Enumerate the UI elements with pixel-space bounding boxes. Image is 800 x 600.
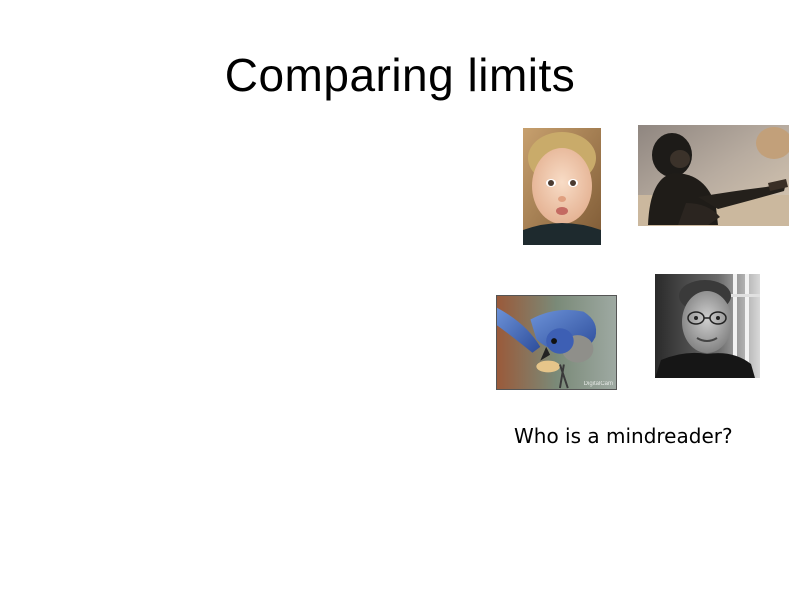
baby-photo: [523, 128, 601, 245]
scrub-jay-photo: DigitalCam: [496, 295, 617, 390]
chimpanzee-photo: [638, 125, 789, 226]
photo-credit-watermark: DigitalCam: [583, 381, 613, 387]
mindreader-question: Who is a mindreader?: [514, 424, 733, 448]
slide-title: Comparing limits: [224, 49, 576, 101]
man-photo: [655, 274, 760, 378]
